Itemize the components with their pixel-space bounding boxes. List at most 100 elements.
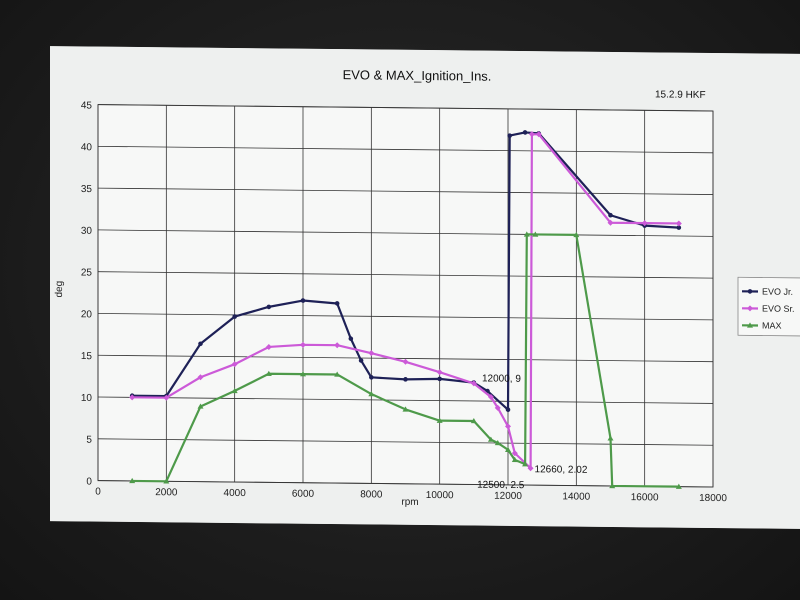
y-tick-label: 45 <box>81 100 93 111</box>
data-point <box>573 231 580 238</box>
data-point <box>505 423 511 430</box>
x-tick-label: 4000 <box>224 488 247 499</box>
data-point <box>334 342 341 349</box>
data-label: 12500, 2.5 <box>477 480 525 491</box>
y-gridline <box>98 187 713 195</box>
data-point <box>265 344 272 351</box>
data-point <box>494 439 501 446</box>
series-max <box>129 231 682 489</box>
data-point <box>436 417 443 423</box>
y-tick-label: 25 <box>81 268 93 279</box>
annotations: 12000, 9 12660, 2.02 12500, 2.5 <box>477 373 588 491</box>
data-point <box>470 418 477 424</box>
data-point <box>334 371 341 377</box>
data-point <box>402 406 409 412</box>
series-evo-sr <box>129 131 682 472</box>
data-point <box>231 387 238 394</box>
data-point <box>231 361 238 368</box>
y-tick-label: 20 <box>81 309 93 320</box>
data-point <box>505 446 511 453</box>
chart-title: EVO & MAX_Ignition_Ins. <box>343 67 492 84</box>
data-point <box>487 393 494 400</box>
data-point <box>608 212 613 218</box>
x-tick-labels: 0 2000 4000 6000 8000 10000 12000 14000 16000 180… <box>95 487 727 505</box>
data-point <box>368 391 375 397</box>
y-gridline <box>98 396 713 404</box>
data-point <box>747 305 753 312</box>
data-point <box>358 358 364 363</box>
legend-entry: MAX <box>762 321 782 331</box>
data-point <box>505 407 511 412</box>
data-point <box>163 478 170 484</box>
data-point <box>300 341 306 348</box>
data-point <box>511 456 518 463</box>
data-point <box>532 231 539 237</box>
x-tick-label: 2000 <box>155 487 178 498</box>
data-point <box>747 322 753 328</box>
data-point <box>266 304 272 310</box>
x-tick-label: 0 <box>95 487 101 498</box>
series-group <box>129 130 682 489</box>
series-evo-jr <box>129 130 682 412</box>
y-tick-label: 40 <box>81 142 93 153</box>
x-tick-label: 8000 <box>360 489 383 500</box>
y-gridline <box>98 229 713 237</box>
data-point <box>675 220 682 227</box>
data-point <box>609 482 616 489</box>
y-gridline <box>98 313 713 321</box>
legend: EVO Jr. EVO Sr. MAX <box>737 276 800 337</box>
data-point <box>163 394 170 401</box>
x-tick-label: 10000 <box>426 490 454 501</box>
chart-sheet: 0 2000 4000 6000 8000 10000 12000 14000 16000 180… <box>50 46 800 529</box>
data-point <box>527 465 534 472</box>
data-point <box>369 375 374 380</box>
data-point <box>334 301 340 306</box>
y-tick-label: 5 <box>86 435 92 446</box>
data-point <box>403 377 408 382</box>
y-gridline <box>98 354 713 363</box>
data-point <box>437 376 442 382</box>
y-tick-label: 15 <box>81 351 93 362</box>
data-point <box>607 435 614 441</box>
legend-entry: EVO Sr. <box>762 304 795 314</box>
data-point <box>470 380 477 387</box>
data-point <box>487 436 494 442</box>
data-point <box>607 219 614 226</box>
data-point <box>641 220 648 227</box>
x-tick-label: 12000 <box>494 491 522 502</box>
data-point <box>402 358 409 365</box>
data-point <box>523 231 530 237</box>
data-point <box>507 133 513 138</box>
legend-entry: EVO Jr. <box>762 287 793 297</box>
y-gridline <box>98 145 713 154</box>
data-point <box>348 336 354 341</box>
y-tick-label: 30 <box>81 226 93 237</box>
y-tick-label: 0 <box>86 476 92 487</box>
data-point <box>129 477 136 484</box>
y-axis-label: deg <box>54 281 65 298</box>
y-tick-label: 10 <box>81 393 93 404</box>
data-point <box>300 298 306 303</box>
x-tick-label: 18000 <box>699 493 727 504</box>
data-point <box>197 374 204 381</box>
data-point <box>197 403 204 409</box>
data-point <box>198 341 203 347</box>
data-point <box>676 225 682 230</box>
y-gridline <box>98 271 713 279</box>
x-tick-label: 6000 <box>292 489 315 500</box>
data-point <box>675 483 682 489</box>
x-tick-label: 16000 <box>631 492 659 503</box>
data-point <box>265 370 272 376</box>
data-point <box>232 314 237 319</box>
y-tick-labels: 0 5 10 15 20 25 30 35 40 45 <box>81 100 93 487</box>
data-point <box>436 369 443 376</box>
y-tick-label: 35 <box>81 184 93 195</box>
data-point <box>511 450 518 457</box>
data-point <box>368 350 375 357</box>
ignition-chart: 0 2000 4000 6000 8000 10000 12000 14000 16000 180… <box>50 46 800 529</box>
data-point <box>747 289 753 294</box>
y-gridline <box>98 104 713 112</box>
data-point <box>528 131 535 138</box>
chart-stamp: 15.2.9 HKF <box>655 89 706 101</box>
